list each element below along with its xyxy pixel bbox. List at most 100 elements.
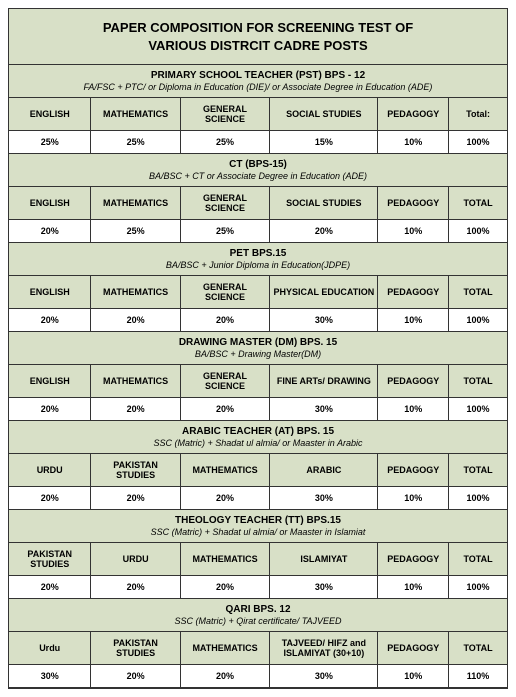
column-header: PEDAGOGY <box>378 187 449 220</box>
section-header: QARI BPS. 12SSC (Matric) + Qirat certifi… <box>9 599 507 632</box>
table-row: 20%20%20%30%10%100% <box>9 398 507 421</box>
composition-table: UrduPAKISTAN STUDIESMATHEMATICSTAJVEED/ … <box>9 632 507 688</box>
cell-value: 20% <box>180 665 269 688</box>
column-header: SOCIAL STUDIES <box>270 98 378 131</box>
column-header: MATHEMATICS <box>91 187 180 220</box>
cell-value: 20% <box>9 576 91 599</box>
cell-value: 20% <box>180 398 269 421</box>
column-header: MATHEMATICS <box>91 365 180 398</box>
cell-value: 10% <box>378 665 449 688</box>
cell-value: 20% <box>91 665 180 688</box>
cell-value: 20% <box>9 398 91 421</box>
column-header: GENERAL SCIENCE <box>180 187 269 220</box>
section-subtitle: FA/FSC + PTC/ or Diploma in Education (D… <box>13 82 503 92</box>
column-header: FINE ARTs/ DRAWING <box>270 365 378 398</box>
table-row: 20%20%20%30%10%100% <box>9 487 507 510</box>
cell-value: 20% <box>9 309 91 332</box>
table-header-row: ENGLISHMATHEMATICSGENERAL SCIENCESOCIAL … <box>9 98 507 131</box>
cell-value: 10% <box>378 398 449 421</box>
cell-value: 110% <box>449 665 507 688</box>
cell-value: 10% <box>378 487 449 510</box>
section-subtitle: BA/BSC + Junior Diploma in Education(JDP… <box>13 260 503 270</box>
section-subtitle: BA/BSC + Drawing Master(DM) <box>13 349 503 359</box>
column-header: TOTAL <box>449 454 507 487</box>
document-wrapper: PAPER COMPOSITION FOR SCREENING TEST OF … <box>8 8 508 689</box>
cell-value: 20% <box>91 487 180 510</box>
cell-value: 20% <box>91 398 180 421</box>
column-header: PEDAGOGY <box>378 98 449 131</box>
cell-value: 25% <box>91 220 180 243</box>
section-header: PRIMARY SCHOOL TEACHER (PST) BPS - 12FA/… <box>9 65 507 98</box>
table-row: 30%20%20%30%10%110% <box>9 665 507 688</box>
cell-value: 100% <box>449 131 507 154</box>
section-title: PRIMARY SCHOOL TEACHER (PST) BPS - 12 <box>13 70 503 81</box>
composition-table: ENGLISHMATHEMATICSGENERAL SCIENCESOCIAL … <box>9 98 507 154</box>
column-header: ENGLISH <box>9 276 91 309</box>
section-title: CT (BPS-15) <box>13 159 503 170</box>
section-header: ARABIC TEACHER (AT) BPS. 15SSC (Matric) … <box>9 421 507 454</box>
column-header: SOCIAL STUDIES <box>270 187 378 220</box>
table-row: 20%20%20%30%10%100% <box>9 309 507 332</box>
section-title: ARABIC TEACHER (AT) BPS. 15 <box>13 426 503 437</box>
table-row: 20%25%25%20%10%100% <box>9 220 507 243</box>
cell-value: 100% <box>449 220 507 243</box>
table-header-row: UrduPAKISTAN STUDIESMATHEMATICSTAJVEED/ … <box>9 632 507 665</box>
composition-table: ENGLISHMATHEMATICSGENERAL SCIENCEPHYSICA… <box>9 276 507 332</box>
column-header: TOTAL <box>449 187 507 220</box>
column-header: PEDAGOGY <box>378 543 449 576</box>
column-header: PAKISTAN STUDIES <box>9 543 91 576</box>
cell-value: 20% <box>180 309 269 332</box>
section-header: PET BPS.15BA/BSC + Junior Diploma in Edu… <box>9 243 507 276</box>
cell-value: 25% <box>91 131 180 154</box>
column-header: PEDAGOGY <box>378 454 449 487</box>
column-header: ISLAMIYAT <box>270 543 378 576</box>
cell-value: 25% <box>180 220 269 243</box>
column-header: MATHEMATICS <box>91 276 180 309</box>
cell-value: 30% <box>9 665 91 688</box>
section-subtitle: SSC (Matric) + Shadat ul almia/ or Maast… <box>13 527 503 537</box>
cell-value: 10% <box>378 309 449 332</box>
column-header: URDU <box>9 454 91 487</box>
composition-table: PAKISTAN STUDIESURDUMATHEMATICSISLAMIYAT… <box>9 543 507 599</box>
cell-value: 100% <box>449 576 507 599</box>
section-subtitle: SSC (Matric) + Qirat certificate/ TAJVEE… <box>13 616 503 626</box>
column-header: GENERAL SCIENCE <box>180 98 269 131</box>
section-subtitle: SSC (Matric) + Shadat ul almia/ or Maast… <box>13 438 503 448</box>
column-header: TOTAL <box>449 276 507 309</box>
cell-value: 30% <box>270 665 378 688</box>
column-header: Urdu <box>9 632 91 665</box>
cell-value: 20% <box>270 220 378 243</box>
column-header: TOTAL <box>449 632 507 665</box>
title-line-2: VARIOUS DISTRCIT CADRE POSTS <box>13 37 503 55</box>
cell-value: 100% <box>449 309 507 332</box>
section-title: QARI BPS. 12 <box>13 604 503 615</box>
section-header: CT (BPS-15)BA/BSC + CT or Associate Degr… <box>9 154 507 187</box>
cell-value: 20% <box>180 576 269 599</box>
cell-value: 20% <box>9 487 91 510</box>
table-header-row: URDUPAKISTAN STUDIESMATHEMATICSARABICPED… <box>9 454 507 487</box>
column-header: MATHEMATICS <box>91 98 180 131</box>
table-row: 25%25%25%15%10%100% <box>9 131 507 154</box>
cell-value: 10% <box>378 131 449 154</box>
composition-table: ENGLISHMATHEMATICSGENERAL SCIENCESOCIAL … <box>9 187 507 243</box>
section-title: PET BPS.15 <box>13 248 503 259</box>
cell-value: 20% <box>91 576 180 599</box>
column-header: ENGLISH <box>9 365 91 398</box>
column-header: TOTAL <box>449 543 507 576</box>
cell-value: 20% <box>9 220 91 243</box>
composition-table: URDUPAKISTAN STUDIESMATHEMATICSARABICPED… <box>9 454 507 510</box>
column-header: TAJVEED/ HIFZ and ISLAMIYAT (30+10) <box>270 632 378 665</box>
document-title: PAPER COMPOSITION FOR SCREENING TEST OF … <box>9 9 507 65</box>
column-header: ENGLISH <box>9 98 91 131</box>
table-header-row: ENGLISHMATHEMATICSGENERAL SCIENCEFINE AR… <box>9 365 507 398</box>
cell-value: 30% <box>270 576 378 599</box>
cell-value: 30% <box>270 398 378 421</box>
column-header: ENGLISH <box>9 187 91 220</box>
cell-value: 100% <box>449 398 507 421</box>
column-header: ARABIC <box>270 454 378 487</box>
column-header: GENERAL SCIENCE <box>180 365 269 398</box>
column-header: GENERAL SCIENCE <box>180 276 269 309</box>
column-header: PEDAGOGY <box>378 632 449 665</box>
column-header: PEDAGOGY <box>378 365 449 398</box>
cell-value: 10% <box>378 220 449 243</box>
